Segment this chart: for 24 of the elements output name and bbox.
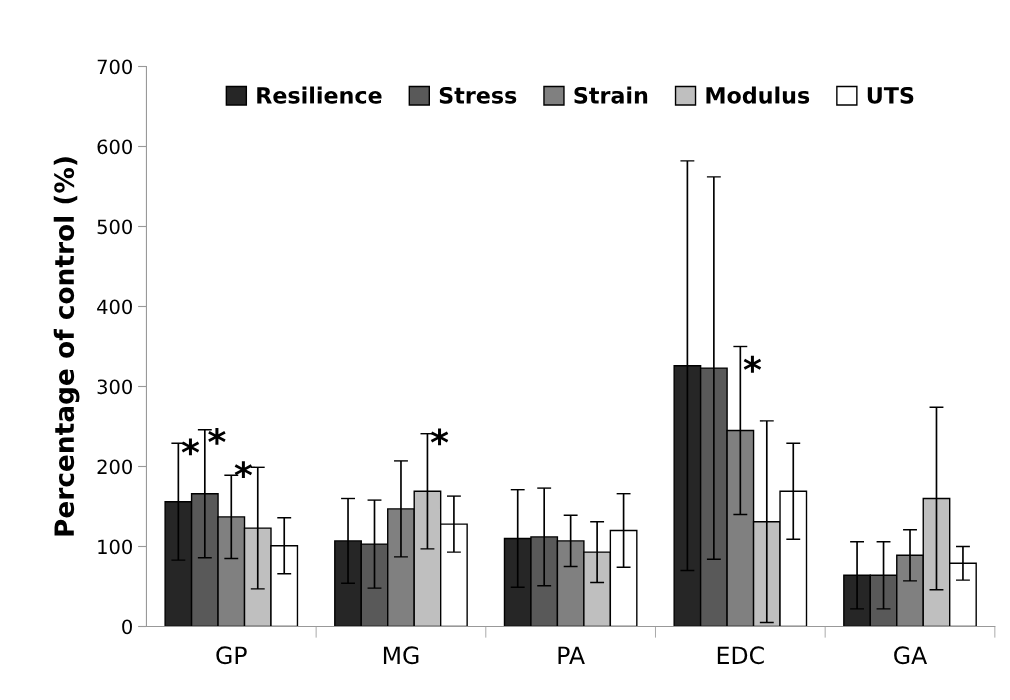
y-tick-label: 300 [97,379,132,395]
x-tick-label: EDC [717,646,764,665]
legend-label: Resilience [257,86,382,104]
legend-label: UTS [867,86,914,104]
x-tick-label: PA [558,646,585,664]
legend-label: Modulus [706,86,810,104]
y-tick-label: 700 [97,59,132,75]
y-tick-label: 600 [97,139,132,155]
y-tick-label: 500 [97,219,132,235]
data-label: * [234,461,253,479]
x-tick-label: GP [216,646,247,665]
y-axis-title: Percentage of control (%) [53,157,80,536]
data-label: * [743,355,762,373]
legend-label: Strain [574,86,648,104]
x-tick-label: GA [894,646,928,665]
legend-label: Stress [439,86,517,104]
y-tick-label: 400 [97,299,132,315]
data-label: * [430,428,449,446]
y-tick-label: 100 [98,539,132,555]
y-tick-label: 0 [122,619,132,635]
y-tick-label: 200 [97,459,132,475]
x-tick-label: MG [383,646,419,665]
data-label: * [181,438,200,456]
data-label: * [208,428,226,445]
